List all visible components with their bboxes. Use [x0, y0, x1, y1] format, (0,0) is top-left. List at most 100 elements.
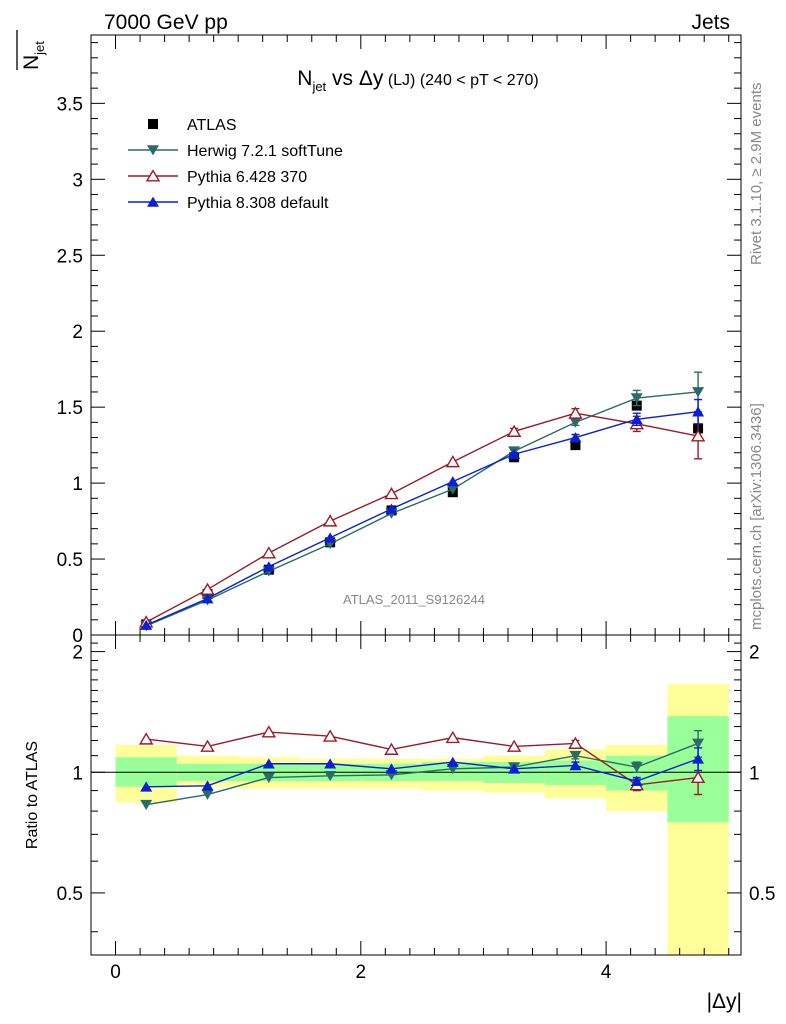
y-tick-label: 1.5 — [57, 398, 83, 419]
ratio-series-layer — [138, 725, 706, 811]
legend-marker — [147, 145, 159, 156]
ylabel-n: Njet — [20, 41, 47, 70]
x-tick-label: 0 — [110, 962, 121, 983]
y-axis-label: Njet — [16, 30, 47, 70]
ratio-y-tick-label: 2 — [72, 643, 83, 664]
header-jets-label: Jets — [691, 11, 730, 34]
analysis-watermark: ATLAS_2011_S9126244 — [343, 592, 485, 607]
data-point — [692, 387, 705, 398]
ratio-line — [146, 742, 699, 806]
legend-marker — [145, 169, 161, 182]
ratio-series-pythia-6-428-370 — [138, 725, 706, 796]
ratio-point — [140, 799, 153, 811]
data-point — [262, 561, 275, 572]
ratio-point — [569, 760, 582, 771]
data-point — [692, 406, 705, 417]
data-point — [690, 429, 706, 442]
ratio-y-tick-label: 1 — [72, 763, 83, 784]
ratio-point — [324, 758, 337, 769]
ratio-line — [146, 731, 699, 786]
ratio-line — [146, 758, 699, 788]
ratio-point — [630, 762, 643, 773]
ratio-frame — [90, 634, 742, 956]
legend-label: Pythia 8.308 default — [187, 195, 329, 212]
ratio-point — [690, 770, 706, 784]
data-point — [508, 448, 521, 460]
legend-item: Pythia 6.428 370 — [128, 169, 307, 186]
ratio-point — [630, 775, 643, 786]
series-pythia-6-428-370 — [138, 406, 706, 628]
series-line — [145, 391, 699, 627]
y-tick-label: 3 — [72, 170, 83, 191]
ratio-point — [324, 770, 337, 782]
ratio-point — [384, 742, 399, 755]
series-line — [145, 412, 699, 623]
ylabel-n-text: N — [20, 55, 43, 70]
ratio-y-tick-label-right: 1 — [749, 763, 760, 784]
ratio-point — [140, 781, 153, 792]
legend-item: Pythia 8.308 default — [128, 195, 329, 212]
ratio-point — [322, 729, 338, 742]
ratio-point — [445, 730, 461, 744]
legend-item: Herwig 7.2.1 softTune — [128, 143, 343, 160]
data-point — [569, 417, 582, 428]
data-point — [446, 476, 459, 487]
x-tick-label: 2 — [356, 962, 367, 983]
legend-label: Herwig 7.2.1 softTune — [187, 143, 343, 160]
ratio-point — [200, 739, 215, 752]
title-lj: (LJ) — [383, 72, 419, 89]
main-y-axis: 0 0.5 1 1.5 2 2.5 3 3.5 — [57, 35, 741, 647]
ratio-point — [569, 750, 582, 762]
data-point — [630, 413, 643, 425]
mcplots-credit-label: mcplots.cern.ch [arXiv:1306.3436] — [748, 403, 765, 630]
data-point — [140, 619, 153, 630]
data-point — [445, 455, 461, 468]
rivet-version-label: Rivet 3.1.10, ≥ 2.9M events — [748, 83, 765, 266]
ratio-point — [385, 763, 398, 774]
ratio-y-tick-label-right: 2 — [749, 643, 760, 664]
legend-item: ATLAS — [148, 117, 237, 134]
y-tick-label: 3.5 — [57, 94, 83, 115]
ratio-point — [692, 753, 705, 764]
ratio-point — [446, 756, 459, 767]
legend-marker — [147, 196, 159, 207]
legend: ATLAS Herwig 7.2.1 softTune Pythia 6.428 3… — [128, 117, 343, 212]
y-tick-label: 1 — [72, 474, 83, 495]
x-tick-label: 4 — [601, 962, 612, 983]
ratio-point — [568, 736, 583, 749]
ratio-series-pythia-8-308-default — [140, 747, 705, 792]
data-point — [630, 393, 643, 404]
main-panel: 0 0.5 1 1.5 2 2.5 3 3.5 Njet vs Δy (LJ) (240 < … — [16, 30, 742, 647]
data-point — [568, 406, 583, 419]
data-point — [506, 424, 522, 437]
ratio-point — [261, 725, 277, 738]
legend-label: Pythia 6.428 370 — [187, 169, 307, 186]
title-cut: (240 < pT < 270) — [420, 72, 539, 89]
y-tick-label: 2 — [72, 322, 83, 343]
data-point — [570, 440, 581, 451]
ratio-point — [201, 780, 214, 791]
ratio-y-tick-label: 0.5 — [57, 884, 83, 905]
title-dy: Δy — [359, 67, 384, 90]
data-point — [322, 514, 338, 527]
main-series-layer — [138, 371, 706, 632]
series-pythia-8-308-default — [140, 398, 705, 630]
ratio-point — [262, 772, 275, 783]
title-jet-sub: jet — [311, 79, 326, 94]
ratio-point — [262, 758, 275, 769]
ratio-y-label: Ratio to ATLAS — [24, 741, 41, 849]
ratio-uncertainty-bands — [115, 684, 729, 955]
header-energy-label: 7000 GeV pp — [104, 11, 228, 34]
ratio-panel: 0.5 0.5 1 1 2 2 0 2 4 Ratio to ATLAS |Δy| — [24, 634, 775, 1013]
data-point — [385, 503, 398, 514]
legend-label: ATLAS — [187, 117, 237, 134]
chart-title: Njet vs Δy (LJ) (240 < pT < 270) — [297, 67, 538, 94]
y-tick-label: 0.5 — [57, 550, 83, 571]
data-point — [261, 546, 277, 559]
data-point — [201, 593, 214, 604]
ratio-y-tick-label-right: 0.5 — [749, 884, 775, 905]
x-axis-label: |Δy| — [707, 990, 742, 1013]
series-line — [145, 411, 699, 626]
ratio-point — [201, 789, 214, 800]
